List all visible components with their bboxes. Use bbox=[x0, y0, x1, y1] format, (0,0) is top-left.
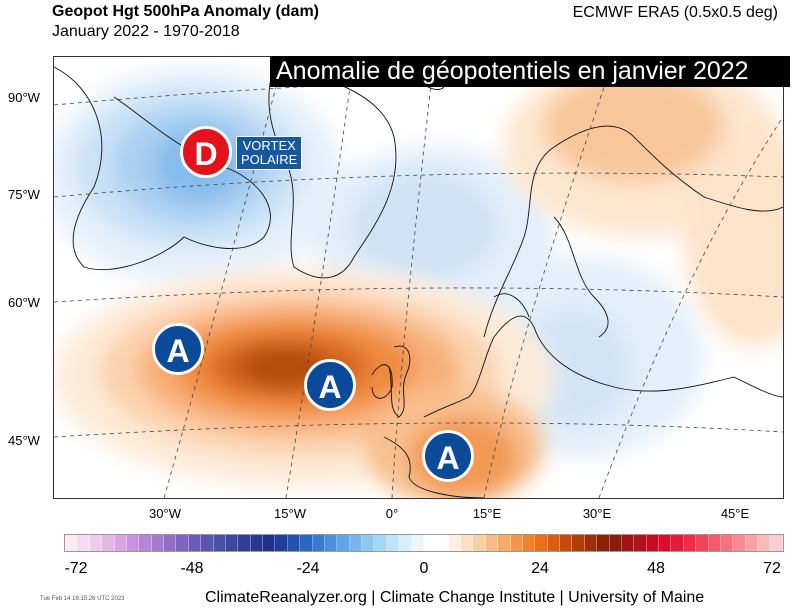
lat-label-45w: 45°W bbox=[8, 433, 40, 448]
low-pressure-marker: D bbox=[180, 126, 232, 178]
colorbar-swatch bbox=[485, 535, 499, 551]
anomaly-map-canvas bbox=[54, 57, 783, 498]
colorbar-label-24: 24 bbox=[531, 560, 549, 577]
colorbar-swatch bbox=[275, 535, 288, 551]
colorbar-label-72: 72 bbox=[763, 560, 781, 577]
colorbar-swatch bbox=[597, 535, 610, 551]
colorbar-label-0: 0 bbox=[419, 560, 429, 577]
colorbar-swatch bbox=[696, 535, 709, 551]
render-timestamp: Tue Feb 14 16:15:26 UTC 2023 bbox=[40, 596, 125, 602]
colorbar-swatch bbox=[349, 535, 362, 551]
colorbar-swatch bbox=[126, 535, 140, 551]
colorbar-swatch bbox=[659, 535, 672, 551]
overlay-title: Anomalie de géopotentiels en janvier 202… bbox=[270, 56, 790, 87]
colorbar-swatch bbox=[139, 535, 152, 551]
colorbar-swatch bbox=[522, 535, 536, 551]
lon-label-0: 0° bbox=[385, 506, 399, 521]
colorbar-swatch bbox=[535, 535, 548, 551]
colorbar-swatch bbox=[436, 535, 449, 551]
colorbar-swatch bbox=[510, 535, 523, 551]
colorbar-swatch bbox=[188, 535, 202, 551]
colorbar-swatch bbox=[362, 535, 375, 551]
lon-label-15e: 15°E bbox=[472, 506, 502, 521]
colorbar-swatch bbox=[213, 535, 226, 551]
high-pressure-marker-alps: A bbox=[422, 430, 474, 482]
graticule bbox=[54, 57, 783, 498]
colorbar-swatch bbox=[151, 535, 164, 551]
colorbar-swatch bbox=[733, 535, 746, 551]
colorbar-label-48: 48 bbox=[647, 560, 665, 577]
colorbar-swatch bbox=[238, 535, 251, 551]
colorbar-swatch bbox=[448, 535, 461, 551]
colorbar-swatch bbox=[461, 535, 474, 551]
colorbar-swatch bbox=[399, 535, 412, 551]
colorbar-label-neg72: -72 bbox=[64, 560, 88, 577]
colorbar-swatch bbox=[386, 535, 400, 551]
lon-label-30w: 30°W bbox=[149, 506, 181, 521]
colorbar bbox=[64, 534, 784, 552]
colorbar-swatch bbox=[77, 535, 90, 551]
colorbar-swatch bbox=[671, 535, 684, 551]
vortex-label-line2: POLAIRE bbox=[241, 152, 298, 167]
colorbar-swatch bbox=[683, 535, 697, 551]
colorbar-swatch bbox=[263, 535, 276, 551]
credits-line: ClimateReanalyzer.org | Climate Change I… bbox=[205, 589, 705, 606]
colorbar-swatch bbox=[324, 535, 338, 551]
colorbar-swatch bbox=[225, 535, 239, 551]
colorbar-swatch bbox=[609, 535, 622, 551]
colorbar-swatch bbox=[250, 535, 263, 551]
vortex-label-line1: VORTEX bbox=[242, 138, 296, 153]
colorbar-label-neg24: -24 bbox=[296, 560, 320, 577]
colorbar-swatch bbox=[176, 535, 189, 551]
colorbar-swatch bbox=[584, 535, 598, 551]
colorbar-swatch bbox=[201, 535, 214, 551]
chart-subtitle: January 2022 - 1970-2018 bbox=[52, 23, 240, 40]
colorbar-swatch bbox=[560, 535, 573, 551]
colorbar-swatch bbox=[621, 535, 635, 551]
colorbar-swatch bbox=[374, 535, 387, 551]
lat-label-90w: 90°W bbox=[8, 90, 40, 105]
colorbar-swatch bbox=[498, 535, 511, 551]
colorbar-swatch bbox=[411, 535, 424, 551]
colorbar-swatch bbox=[89, 535, 103, 551]
high-pressure-marker-ireland: A bbox=[304, 359, 356, 411]
colorbar-swatch bbox=[547, 535, 560, 551]
colorbar-swatch bbox=[312, 535, 325, 551]
lon-label-45e: 45°E bbox=[720, 506, 750, 521]
colorbar-swatch bbox=[745, 535, 758, 551]
chart-title: Geopot Hgt 500hPa Anomaly (dam) bbox=[52, 3, 319, 20]
lon-label-15w: 15°W bbox=[274, 506, 306, 521]
colorbar-swatch bbox=[65, 535, 78, 551]
colorbar-swatch bbox=[287, 535, 301, 551]
colorbar-swatch bbox=[114, 535, 127, 551]
lon-label-30e: 30°E bbox=[582, 506, 612, 521]
colorbar-swatch bbox=[164, 535, 177, 551]
anomaly-map bbox=[53, 56, 784, 499]
lat-label-60w: 60°W bbox=[8, 295, 40, 310]
lat-label-75w: 75°W bbox=[8, 187, 40, 202]
colorbar-label-neg48: -48 bbox=[180, 560, 204, 577]
high-pressure-marker-atlantic: A bbox=[152, 323, 204, 375]
colorbar-swatch bbox=[646, 535, 659, 551]
vortex-label: VORTEX POLAIRE bbox=[236, 136, 303, 170]
colorbar-swatch bbox=[758, 535, 771, 551]
colorbar-swatch bbox=[720, 535, 734, 551]
colorbar-swatch bbox=[572, 535, 585, 551]
dataset-label: ECMWF ERA5 (0.5x0.5 deg) bbox=[572, 4, 778, 21]
colorbar-swatch bbox=[300, 535, 313, 551]
colorbar-swatch bbox=[473, 535, 486, 551]
colorbar-swatch bbox=[423, 535, 437, 551]
colorbar-swatch bbox=[337, 535, 350, 551]
colorbar-swatch bbox=[770, 535, 783, 551]
colorbar-swatch bbox=[102, 535, 115, 551]
colorbar-swatch bbox=[634, 535, 647, 551]
colorbar-swatch bbox=[708, 535, 721, 551]
